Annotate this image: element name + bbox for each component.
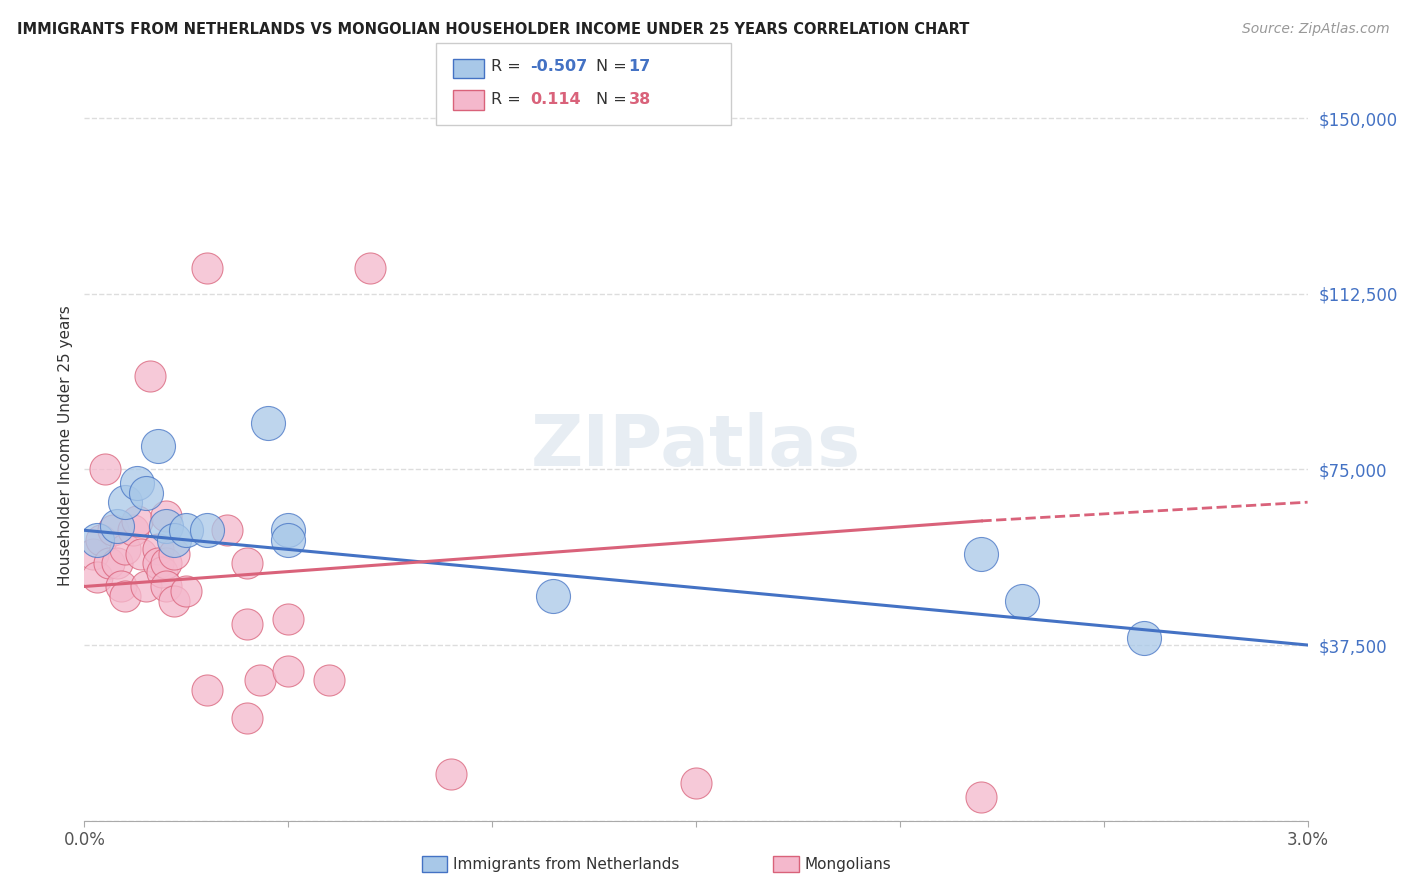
- Point: [155, 509, 177, 524]
- Point: [101, 523, 124, 537]
- Point: [146, 439, 169, 453]
- Point: [105, 556, 128, 570]
- Point: [277, 533, 299, 547]
- Point: [277, 523, 299, 537]
- Point: [440, 767, 463, 781]
- Y-axis label: Householder Income Under 25 years: Householder Income Under 25 years: [58, 306, 73, 586]
- Point: [155, 556, 177, 570]
- Point: [543, 589, 565, 603]
- Text: ZIPatlas: ZIPatlas: [531, 411, 860, 481]
- Point: [685, 776, 707, 790]
- Point: [163, 547, 186, 561]
- Point: [82, 547, 104, 561]
- Point: [195, 682, 218, 697]
- Text: R =: R =: [491, 93, 526, 107]
- Text: IMMIGRANTS FROM NETHERLANDS VS MONGOLIAN HOUSEHOLDER INCOME UNDER 25 YEARS CORRE: IMMIGRANTS FROM NETHERLANDS VS MONGOLIAN…: [17, 22, 969, 37]
- Point: [127, 514, 149, 528]
- Text: N =: N =: [596, 60, 633, 74]
- Point: [150, 566, 173, 580]
- Point: [176, 523, 198, 537]
- Point: [277, 664, 299, 678]
- Point: [155, 580, 177, 594]
- Point: [195, 523, 218, 537]
- Text: -0.507: -0.507: [530, 60, 588, 74]
- Point: [138, 368, 160, 383]
- Point: [135, 485, 157, 500]
- Text: Immigrants from Netherlands: Immigrants from Netherlands: [453, 857, 679, 871]
- Point: [249, 673, 271, 688]
- Point: [131, 547, 153, 561]
- Point: [970, 790, 993, 805]
- Point: [114, 542, 136, 557]
- Point: [236, 556, 259, 570]
- Point: [236, 710, 259, 724]
- Text: Mongolians: Mongolians: [804, 857, 891, 871]
- Point: [86, 570, 108, 584]
- Point: [318, 673, 340, 688]
- Text: 38: 38: [628, 93, 651, 107]
- Point: [90, 533, 112, 547]
- Point: [359, 261, 381, 276]
- Point: [236, 617, 259, 632]
- Text: N =: N =: [596, 93, 633, 107]
- Point: [122, 523, 145, 537]
- Point: [163, 533, 186, 547]
- Point: [114, 495, 136, 509]
- Point: [277, 612, 299, 626]
- Text: 17: 17: [628, 60, 651, 74]
- Point: [146, 556, 169, 570]
- Point: [114, 589, 136, 603]
- Point: [217, 523, 239, 537]
- Point: [105, 518, 128, 533]
- Point: [970, 547, 993, 561]
- Point: [1011, 593, 1033, 607]
- Point: [93, 462, 117, 476]
- Point: [86, 533, 108, 547]
- Point: [127, 476, 149, 491]
- Text: 0.114: 0.114: [530, 93, 581, 107]
- Text: Source: ZipAtlas.com: Source: ZipAtlas.com: [1241, 22, 1389, 37]
- Point: [176, 584, 198, 599]
- Point: [155, 518, 177, 533]
- Text: R =: R =: [491, 60, 526, 74]
- Point: [257, 416, 280, 430]
- Point: [1133, 631, 1156, 645]
- Point: [163, 593, 186, 607]
- Point: [146, 542, 169, 557]
- Point: [97, 556, 120, 570]
- Point: [110, 580, 132, 594]
- Point: [195, 261, 218, 276]
- Point: [135, 580, 157, 594]
